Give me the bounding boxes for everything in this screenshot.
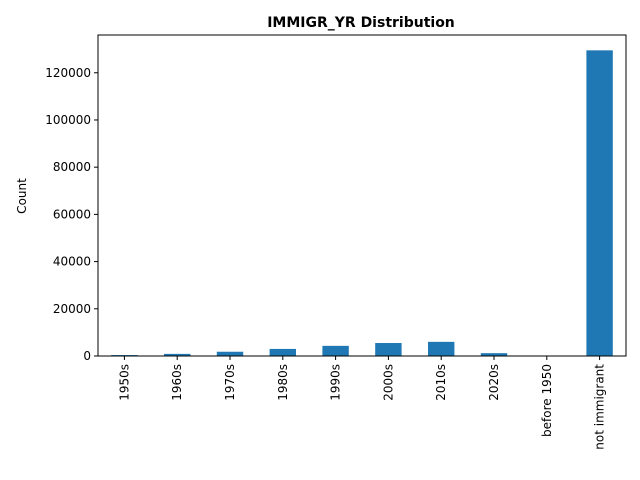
y-tick-label: 80000 bbox=[53, 160, 91, 174]
bar-not-immigrant bbox=[586, 50, 613, 357]
bar-1990s bbox=[322, 345, 349, 356]
bar-2020s bbox=[480, 353, 508, 356]
y-tick-label: 40000 bbox=[53, 255, 91, 269]
y-tick-label: 120000 bbox=[45, 66, 91, 80]
x-tick-label: 1980s bbox=[276, 364, 290, 401]
bar-1960s bbox=[164, 353, 191, 356]
y-tick-label: 100000 bbox=[45, 113, 91, 127]
y-ticks-group: 0 20000 40000 60000 80000 100000 120000 bbox=[45, 66, 98, 363]
x-tick-label: 1970s bbox=[223, 364, 237, 401]
bar-1980s bbox=[269, 348, 296, 356]
bar-1970s bbox=[216, 351, 244, 356]
x-tick-label: 2000s bbox=[381, 364, 395, 401]
y-tick-label: 0 bbox=[83, 349, 91, 363]
x-tick-label: not immigrant bbox=[593, 364, 607, 450]
x-tick-label: before 1950 bbox=[540, 364, 554, 437]
x-tick-label: 1950s bbox=[117, 364, 131, 401]
x-tick-label: 1990s bbox=[329, 364, 343, 401]
y-tick-label: 60000 bbox=[53, 207, 91, 221]
y-axis-label: Count bbox=[15, 178, 29, 214]
x-tick-label: 1960s bbox=[170, 364, 184, 401]
bar-2010s bbox=[428, 341, 455, 356]
plot-frame bbox=[97, 34, 627, 357]
x-tick-label: 2020s bbox=[487, 364, 501, 401]
chart-title: IMMIGR_YR Distribution bbox=[267, 15, 455, 31]
x-ticks-group: 1950s 1960s 1970s 1980s 1990s 2000s 2010s 2020s… bbox=[117, 356, 607, 450]
bars-group bbox=[111, 50, 613, 357]
bar-2000s bbox=[375, 343, 402, 356]
x-tick-label: 2010s bbox=[434, 364, 448, 401]
y-tick-label: 20000 bbox=[53, 302, 91, 316]
